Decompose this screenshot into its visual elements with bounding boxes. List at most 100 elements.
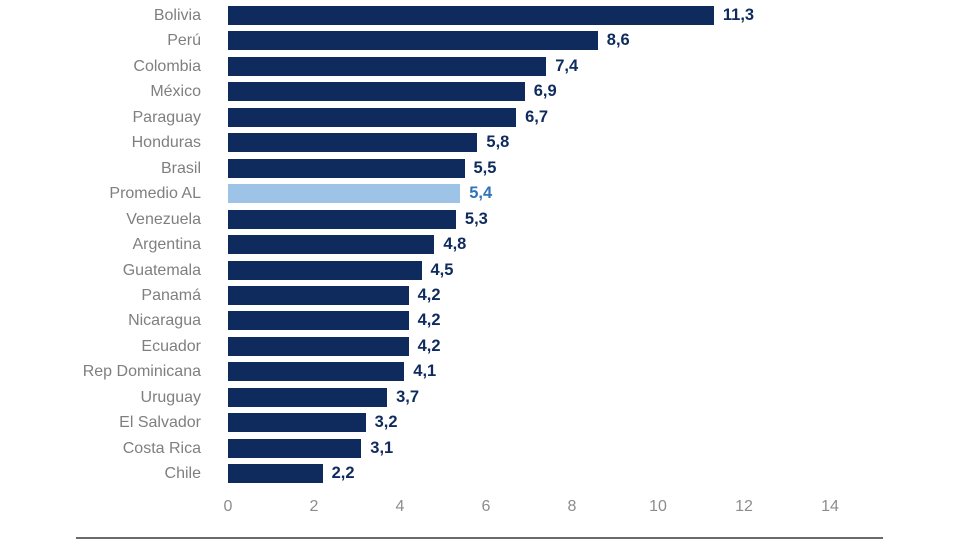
category-label: Argentina <box>132 236 202 254</box>
chart-row: Bolivia 11,3 <box>0 3 960 28</box>
bar <box>228 260 422 280</box>
value-label: 5,8 <box>486 133 510 152</box>
category-label: Perú <box>167 32 201 50</box>
x-axis-tick-label: 0 <box>223 498 233 515</box>
value-label: 4,5 <box>430 260 454 279</box>
category-label: Promedio AL <box>109 185 201 203</box>
bar <box>228 387 388 407</box>
bar <box>228 464 323 484</box>
category-label: Paraguay <box>132 108 202 126</box>
bar-zone: 4,1 <box>228 362 437 382</box>
bar-highlight <box>228 184 461 204</box>
value-label: 7,4 <box>555 56 579 75</box>
bar <box>228 311 409 331</box>
category-label: Brasil <box>160 159 201 177</box>
bar-zone: 6,7 <box>228 107 548 127</box>
chart-row: Colombia 7,4 <box>0 54 960 79</box>
bar-zone: 4,2 <box>228 285 441 305</box>
chart-row: Perú 8,6 <box>0 28 960 53</box>
chart-row: Panamá 4,2 <box>0 283 960 308</box>
value-label: 4,1 <box>413 362 437 381</box>
chart-row: Venezuela 5,3 <box>0 207 960 232</box>
category-label: El Salvador <box>119 414 201 432</box>
chart-row: El Salvador 3,2 <box>0 410 960 435</box>
bar <box>228 6 714 25</box>
category-label: México <box>150 83 201 101</box>
chart-row: Guatemala 4,5 <box>0 258 960 283</box>
bar <box>228 285 409 305</box>
bar-zone: 3,1 <box>228 438 394 458</box>
bar-zone: 4,2 <box>228 311 441 331</box>
category-label: Panamá <box>141 286 201 304</box>
bar <box>228 413 366 433</box>
bar <box>228 235 435 255</box>
bar-zone: 5,8 <box>228 133 510 153</box>
value-label: 4,2 <box>417 285 441 304</box>
x-axis-tick-label: 2 <box>309 498 319 515</box>
value-label: 4,2 <box>417 336 441 355</box>
x-axis-tick-label: 6 <box>481 498 491 515</box>
x-axis-tick-label: 12 <box>735 498 753 515</box>
category-label: Bolivia <box>153 7 201 24</box>
bar <box>228 31 598 51</box>
bar <box>228 158 465 178</box>
chart-row: México 6,9 <box>0 79 960 104</box>
bar-zone: 4,2 <box>228 336 441 356</box>
bar-zone: 11,3 <box>228 6 754 25</box>
bar-zone: 6,9 <box>228 82 557 102</box>
bar-zone: 5,3 <box>228 209 488 229</box>
value-label: 3,1 <box>370 438 394 457</box>
value-label: 3,7 <box>396 387 420 406</box>
chart-row: Paraguay 6,7 <box>0 105 960 130</box>
chart-row: Rep Dominicana 4,1 <box>0 359 960 384</box>
value-label: 5,3 <box>464 209 488 228</box>
x-axis-tick-label: 14 <box>821 498 839 515</box>
chart-row: Brasil 5,5 <box>0 156 960 181</box>
category-label: Nicaragua <box>128 312 201 330</box>
category-label: Chile <box>164 465 201 483</box>
category-label: Colombia <box>133 57 201 75</box>
bar-zone: 3,7 <box>228 387 420 407</box>
bar <box>228 209 456 229</box>
x-axis-tick-label: 4 <box>395 498 405 515</box>
bar-zone: 4,5 <box>228 260 454 280</box>
chart-row: Costa Rica 3,1 <box>0 436 960 461</box>
x-axis: 0 2 4 6 8 10 12 14 <box>0 497 960 517</box>
bar <box>228 362 405 382</box>
value-label: 2,2 <box>331 464 355 483</box>
value-label: 4,8 <box>443 235 467 254</box>
value-label: 3,2 <box>374 413 398 432</box>
chart-row: Chile 2,2 <box>0 461 960 486</box>
category-label: Costa Rica <box>122 439 201 457</box>
category-label: Guatemala <box>122 261 201 279</box>
category-label: Venezuela <box>126 210 201 228</box>
value-label: 4,2 <box>417 311 441 330</box>
bar <box>228 336 409 356</box>
bar-zone: 5,4 <box>228 184 493 204</box>
chart-row: Promedio AL 5,4 <box>0 181 960 206</box>
bar <box>228 133 478 153</box>
value-label: 6,9 <box>533 82 557 101</box>
bar <box>228 82 525 102</box>
chart-row: Argentina 4,8 <box>0 232 960 257</box>
value-label: 8,6 <box>606 31 630 50</box>
bar <box>228 56 547 76</box>
bar-zone: 5,5 <box>228 158 496 178</box>
value-label: 5,4 <box>469 184 493 203</box>
bar-zone: 4,8 <box>228 235 467 255</box>
bar <box>228 107 517 127</box>
chart-row: Uruguay 3,7 <box>0 385 960 410</box>
value-label: 11,3 <box>722 6 755 24</box>
category-label: Rep Dominicana <box>82 363 201 381</box>
category-label: Honduras <box>131 134 201 152</box>
chart-row: Ecuador 4,2 <box>0 334 960 359</box>
chart-row: Nicaragua 4,2 <box>0 308 960 333</box>
bar-zone: 8,6 <box>228 31 630 51</box>
category-label: Uruguay <box>140 388 201 406</box>
bar-zone: 3,2 <box>228 413 398 433</box>
bar-zone: 2,2 <box>228 464 355 484</box>
x-axis-tick-label: 8 <box>567 498 577 515</box>
x-axis-tick-label: 10 <box>649 498 667 515</box>
axis-baseline <box>76 537 883 539</box>
